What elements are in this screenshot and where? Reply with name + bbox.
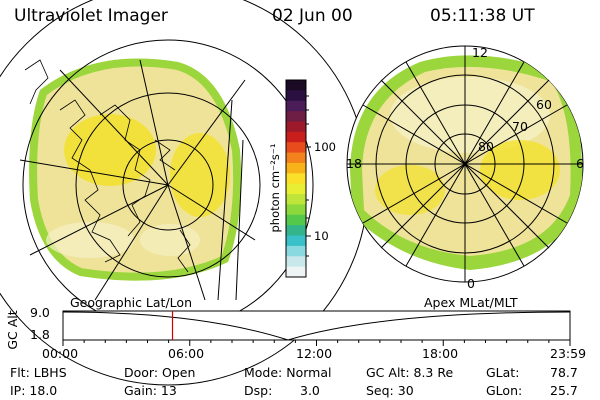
- timeline-y-max: 9.0: [30, 305, 50, 320]
- mlt-label-dawn: 6: [576, 156, 584, 171]
- colorbar-segment: [286, 80, 306, 91]
- dsp-label: Dsp:: [244, 383, 273, 398]
- colorbar-segment: [286, 235, 306, 247]
- door-info: Door: Open: [124, 365, 196, 380]
- mlt-label-noon: 12: [472, 45, 488, 60]
- colorbar-segment: [286, 121, 306, 133]
- colorbar-segment: [286, 225, 306, 237]
- time-tick-4: 23:59: [550, 346, 587, 361]
- colorbar-segment: [286, 142, 306, 154]
- colorbar-segment: [286, 173, 306, 185]
- time-tick-3: 18:00: [422, 346, 459, 361]
- seq-info: Seq: 30: [366, 383, 414, 398]
- date-label: 02 Jun 00: [272, 6, 353, 26]
- colorbar-segment: [286, 152, 306, 164]
- timeline-y-min: 1.8: [30, 327, 50, 342]
- colorbar-tick-10: 10: [314, 229, 329, 243]
- ip-info: IP: 18.0: [10, 383, 58, 398]
- lat-label-70: 70: [512, 119, 528, 134]
- gc-alt-info: GC Alt: 8.3 Re: [366, 365, 454, 380]
- lat-label-80: 80: [478, 139, 494, 154]
- colorbar-segment: [286, 100, 306, 112]
- mlt-label-dusk: 18: [346, 156, 362, 171]
- time-tick-1: 06:00: [168, 346, 205, 361]
- timeline-right-title: Apex MLat/MLT: [424, 295, 518, 310]
- colorbar-segment: [286, 194, 306, 206]
- colorbar-segment: [286, 111, 306, 123]
- glon-value: 25.7: [550, 383, 578, 398]
- gain-info: Gain: 13: [124, 383, 177, 398]
- timeline-left-title: Geographic Lat/Lon: [70, 295, 192, 310]
- mode-info: Mode: Normal: [244, 365, 332, 380]
- mlt-label-midnight: 0: [467, 276, 475, 291]
- colorbar-segment: [286, 214, 306, 226]
- colorbar-segment: [286, 183, 306, 195]
- colorbar-segment: [286, 131, 306, 143]
- colorbar-segment: [286, 245, 306, 257]
- instrument-title: Ultraviolet Imager: [14, 6, 168, 26]
- time-tick-0: 00:00: [42, 346, 79, 361]
- filter-info: Flt: LBHS: [10, 365, 67, 380]
- dsp-value: 3.0: [300, 383, 320, 398]
- colorbar-segment: [286, 256, 306, 268]
- colorbar-segment: [286, 90, 306, 102]
- colorbar-segment: [286, 204, 306, 216]
- time-label: 05:11:38 UT: [430, 6, 535, 26]
- colorbar-segment: [286, 266, 306, 278]
- time-tick-2: 12:00: [296, 346, 333, 361]
- glon-label: GLon:: [486, 383, 523, 398]
- colorbar-segment: [286, 162, 306, 174]
- colorbar-tick-100: 100: [314, 140, 336, 154]
- glat-label: GLat:: [486, 365, 520, 380]
- glat-value: 78.7: [550, 365, 578, 380]
- lat-label-60: 60: [536, 97, 552, 112]
